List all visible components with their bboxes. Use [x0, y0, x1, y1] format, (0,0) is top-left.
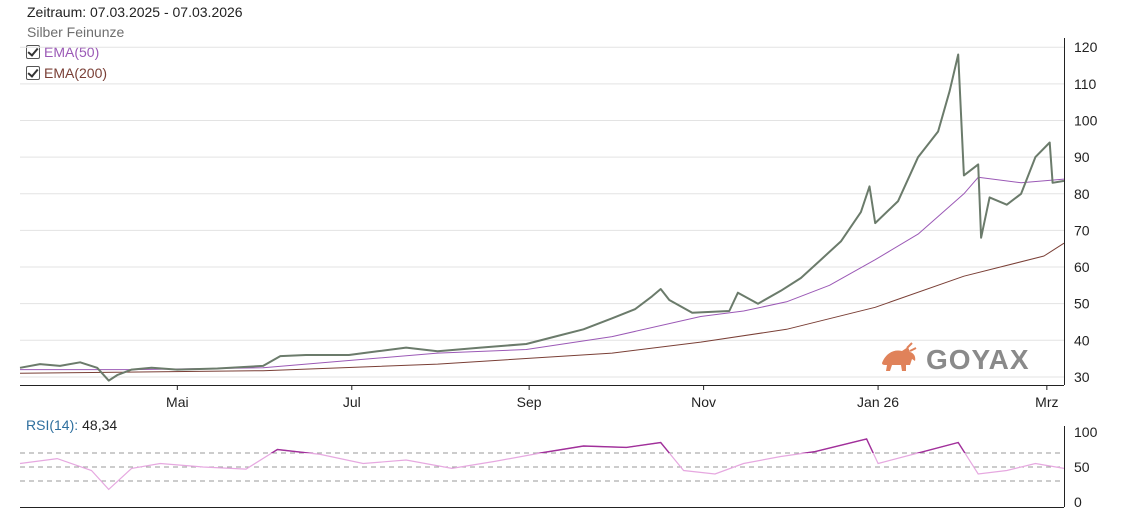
y-tick-label: 120	[1074, 39, 1098, 55]
x-tick-label: Mai	[166, 394, 189, 410]
y-tick-label: 40	[1074, 332, 1090, 348]
rsi-gridlines	[20, 426, 1065, 508]
legend-ema200-toggle[interactable]: EMA(200)	[26, 65, 107, 81]
legend-ema50-label: EMA(50)	[44, 44, 100, 60]
rsi-y-tick-label: 50	[1074, 459, 1090, 475]
price-line	[19, 53, 1065, 382]
rsi-readout: RSI(14): 48,34	[26, 417, 117, 433]
checkbox-checked-icon[interactable]	[26, 45, 40, 59]
y-tick-label: 30	[1074, 369, 1090, 385]
goyax-logo: GOYAX	[882, 342, 1030, 375]
rsi-name: RSI(14):	[26, 417, 79, 433]
rsi-series-layer	[19, 438, 1065, 491]
rsi-y-tick-label: 100	[1074, 424, 1098, 440]
y-tick-label: 70	[1074, 222, 1090, 238]
y-tick-label: 100	[1074, 112, 1098, 128]
checkbox-checked-icon[interactable]	[26, 66, 40, 80]
y-tick-label: 80	[1074, 186, 1090, 202]
ema50-line	[20, 176, 1065, 371]
x-tick-label: Nov	[691, 394, 716, 410]
period-label: Zeitraum: 07.03.2025 - 07.03.2026	[27, 4, 243, 20]
legend-ema200-label: EMA(200)	[44, 65, 108, 81]
rsi-line-overbought	[270, 438, 966, 453]
y-tick-label: 60	[1074, 259, 1090, 275]
instrument-name: Silber Feinunze	[27, 24, 125, 40]
main-y-axis: 30 40 50 60 70 80 90 100 110 120	[20, 38, 1098, 386]
ema200-line	[19, 242, 1065, 374]
main-gridlines	[20, 46, 1064, 378]
logo-text: GOYAX	[926, 344, 1030, 375]
main-series-layer	[19, 53, 1065, 382]
x-tick-label: Jan 26	[857, 394, 899, 410]
x-tick-label: Sep	[517, 394, 542, 410]
x-axis: Mai Jul Sep Nov Jan 26 Mrz	[166, 385, 1059, 410]
bull-icon	[882, 342, 917, 371]
x-tick-label: Jul	[343, 394, 361, 410]
y-tick-label: 50	[1074, 296, 1090, 312]
rsi-line	[19, 438, 1065, 491]
x-tick-label: Mrz	[1035, 394, 1058, 410]
y-tick-label: 110	[1074, 76, 1097, 92]
legend-ema50-toggle[interactable]: EMA(50)	[26, 44, 99, 60]
rsi-value: 48,34	[82, 417, 118, 433]
y-tick-label: 90	[1074, 149, 1090, 165]
rsi-y-axis: 100 50 0	[1074, 424, 1098, 510]
rsi-y-tick-label: 0	[1074, 494, 1082, 510]
